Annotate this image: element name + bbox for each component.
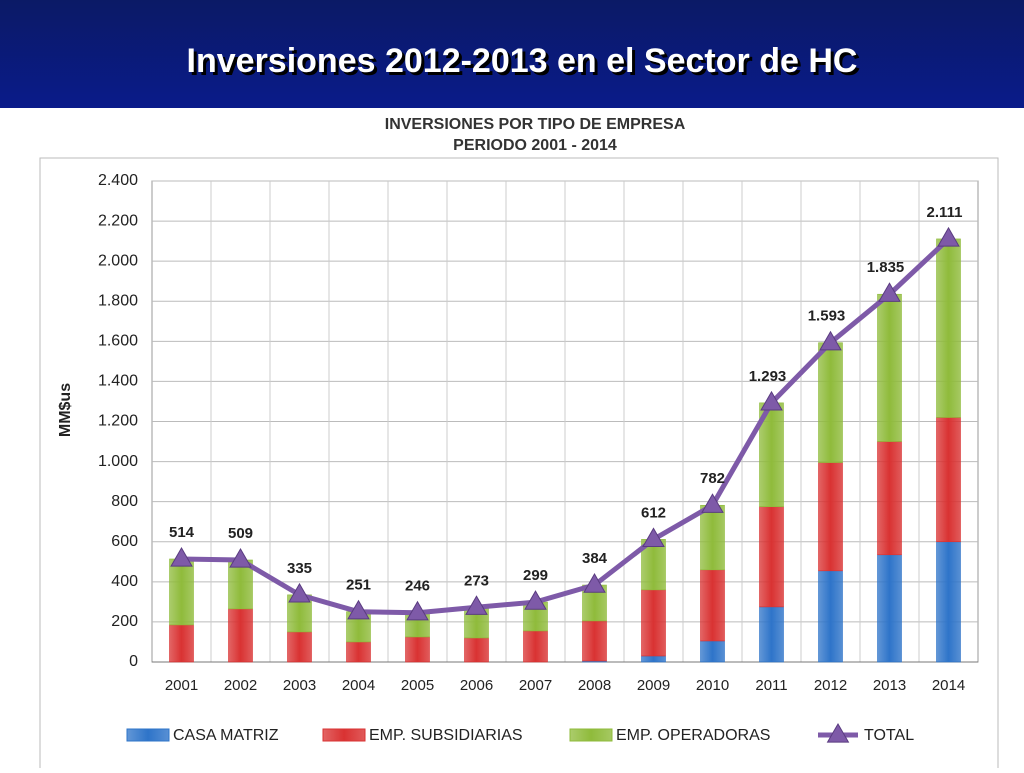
y-tick-label: 1.800 bbox=[98, 292, 138, 309]
bar-segment bbox=[169, 558, 194, 626]
legend-label: CASA MATRIZ bbox=[173, 727, 279, 744]
x-tick-label: 2004 bbox=[342, 677, 375, 694]
chart-subtitle: PERIODO 2001 - 2014 bbox=[453, 137, 617, 154]
total-marker bbox=[229, 547, 252, 568]
y-tick-label: 800 bbox=[111, 493, 138, 510]
legend-label: EMP. SUBSIDIARIAS bbox=[369, 727, 523, 744]
bar-segment bbox=[936, 417, 961, 543]
bar-segment bbox=[759, 606, 784, 663]
data-label: 273 bbox=[464, 572, 489, 589]
total-marker bbox=[642, 527, 665, 547]
data-label: 246 bbox=[405, 578, 430, 595]
slide-title-shadow: Inversiones 2012-2013 en el Sector de HC bbox=[190, 45, 861, 83]
x-tick-label: 2010 bbox=[696, 677, 729, 694]
total-marker bbox=[170, 546, 193, 567]
x-tick-label: 2005 bbox=[401, 677, 434, 694]
bar-segment bbox=[464, 637, 489, 663]
data-label: 299 bbox=[523, 567, 548, 584]
x-tick-label: 2001 bbox=[165, 677, 198, 694]
y-tick-label: 600 bbox=[111, 533, 138, 550]
data-label: 251 bbox=[346, 577, 371, 594]
data-label: 384 bbox=[582, 550, 608, 567]
x-tick-label: 2012 bbox=[814, 677, 847, 694]
chart-title: INVERSIONES POR TIPO DE EMPRESA bbox=[385, 116, 686, 133]
bar-segment bbox=[700, 640, 725, 663]
bar-segment bbox=[877, 441, 902, 556]
y-tick-label: 2.400 bbox=[98, 172, 138, 189]
bar-segment bbox=[818, 462, 843, 572]
data-label: 782 bbox=[700, 470, 725, 487]
total-marker bbox=[465, 595, 488, 615]
y-tick-label: 1.400 bbox=[98, 373, 138, 390]
legend-swatch bbox=[569, 728, 613, 742]
total-marker bbox=[760, 390, 783, 411]
bar-segment bbox=[641, 589, 666, 657]
y-tick-label: 200 bbox=[111, 613, 138, 630]
bar-segment bbox=[700, 504, 725, 571]
legend-swatch bbox=[322, 728, 366, 742]
bar-segment bbox=[169, 624, 194, 663]
total-marker bbox=[288, 582, 311, 603]
bar-segment bbox=[759, 506, 784, 608]
bar-segment bbox=[582, 620, 607, 662]
y-tick-label: 400 bbox=[111, 573, 138, 590]
header-band bbox=[0, 0, 1024, 108]
y-axis-label: MM$us bbox=[57, 383, 74, 437]
total-marker bbox=[937, 226, 960, 247]
data-label: 335 bbox=[287, 560, 312, 577]
legend-marker bbox=[826, 722, 850, 743]
data-label: 1.835 bbox=[867, 259, 905, 276]
data-label: 612 bbox=[641, 504, 666, 521]
bar-segment bbox=[877, 293, 902, 442]
data-label: 1.593 bbox=[808, 308, 846, 325]
x-tick-label: 2013 bbox=[873, 677, 906, 694]
bar-segment bbox=[700, 569, 725, 642]
bar-segment bbox=[346, 641, 371, 663]
legend-label: EMP. OPERADORAS bbox=[616, 727, 770, 744]
bar-segment bbox=[228, 608, 253, 663]
legend-label: TOTAL bbox=[864, 727, 914, 744]
data-label: 1.293 bbox=[749, 368, 787, 385]
bar-segment bbox=[877, 554, 902, 663]
total-line bbox=[181, 237, 951, 616]
x-tick-label: 2014 bbox=[932, 677, 965, 694]
x-tick-label: 2008 bbox=[578, 677, 611, 694]
bar-segment bbox=[405, 636, 430, 663]
x-tick-label: 2007 bbox=[519, 677, 552, 694]
bar-segment bbox=[641, 655, 666, 663]
data-label: 509 bbox=[228, 525, 253, 542]
data-label: 514 bbox=[169, 524, 195, 541]
y-tick-label: 2.200 bbox=[98, 212, 138, 229]
slide-title: Inversiones 2012-2013 en el Sector de HC bbox=[187, 42, 858, 80]
total-marker bbox=[701, 493, 724, 513]
bar-segment bbox=[818, 342, 843, 463]
y-tick-label: 1.200 bbox=[98, 413, 138, 430]
legend-swatch bbox=[126, 728, 170, 742]
bar-segment bbox=[818, 570, 843, 663]
total-marker bbox=[878, 282, 901, 302]
y-tick-label: 1.000 bbox=[98, 453, 138, 470]
total-marker bbox=[347, 599, 370, 620]
total-marker bbox=[524, 590, 547, 610]
bar-segment bbox=[936, 238, 961, 418]
bar-segment bbox=[228, 559, 253, 610]
x-tick-label: 2011 bbox=[755, 677, 787, 694]
y-tick-label: 0 bbox=[129, 653, 138, 670]
total-marker bbox=[406, 600, 429, 621]
x-tick-label: 2003 bbox=[283, 677, 316, 694]
y-tick-label: 2.000 bbox=[98, 252, 138, 269]
total-marker bbox=[819, 330, 842, 351]
data-label: 2.111 bbox=[927, 204, 963, 221]
bar-segment bbox=[936, 541, 961, 663]
bar-segment bbox=[523, 630, 548, 663]
bar-segment bbox=[287, 631, 312, 663]
total-marker bbox=[583, 573, 606, 593]
x-tick-label: 2009 bbox=[637, 677, 670, 694]
x-tick-label: 2006 bbox=[460, 677, 493, 694]
x-tick-label: 2002 bbox=[224, 677, 257, 694]
y-tick-label: 1.600 bbox=[98, 333, 138, 350]
